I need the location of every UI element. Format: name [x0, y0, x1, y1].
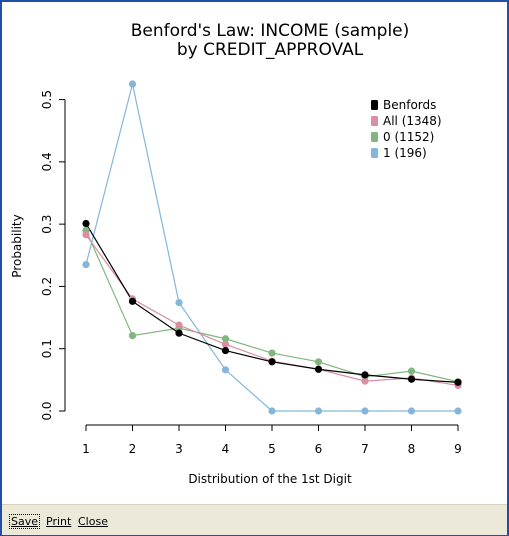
- series-0-point-8: [407, 375, 416, 383]
- legend-swatch-0: [371, 100, 378, 110]
- legend-label-0: Benfords: [383, 98, 436, 112]
- series-2-point-5: [268, 349, 276, 357]
- series-3-point-3: [175, 299, 183, 307]
- legend-swatch-1: [371, 116, 378, 126]
- series-0-point-6: [314, 365, 323, 373]
- plot-area: Benford's Law: INCOME (sample) by CREDIT…: [2, 2, 507, 504]
- series-layer: [82, 80, 462, 415]
- x-tick-label-2: 2: [129, 442, 137, 456]
- series-0-point-9: [454, 378, 462, 386]
- series-3-point-1: [82, 261, 90, 269]
- x-tick-label-5: 5: [268, 442, 276, 456]
- series-3-point-9: [454, 407, 462, 415]
- legend-label-1: All (1348): [383, 114, 442, 128]
- save-button[interactable]: Save: [9, 514, 41, 529]
- x-tick-label-9: 9: [454, 442, 462, 456]
- y-tick-label-5: 0.5: [40, 90, 54, 109]
- series-1-point-4: [221, 340, 230, 348]
- x-tick-label-4: 4: [222, 442, 230, 456]
- x-tick-label-1: 1: [82, 442, 90, 456]
- series-3-point-5: [268, 407, 276, 415]
- y-axis-label: Probability: [10, 214, 24, 277]
- series-3-point-8: [407, 407, 416, 415]
- series-3-point-2: [128, 80, 137, 88]
- legend-swatch-3: [371, 148, 378, 158]
- x-tick-label-8: 8: [408, 442, 416, 456]
- series-3-point-7: [361, 407, 369, 415]
- x-tick-label-7: 7: [361, 442, 369, 456]
- series-2-point-2: [128, 332, 137, 340]
- bottom-toolbar: Save Print Close: [2, 504, 507, 535]
- legend-label-2: 0 (1152): [383, 130, 434, 144]
- chart-title-line-2: by CREDIT_APPROVAL: [177, 40, 364, 60]
- x-tick-label-3: 3: [175, 442, 183, 456]
- save-button-label: Save: [11, 515, 39, 528]
- series-2-point-4: [221, 335, 230, 343]
- close-button-label: Close: [78, 515, 108, 528]
- series-2-point-6: [314, 358, 323, 366]
- y-tick-label-3: 0.3: [40, 215, 54, 234]
- y-tick-label-1: 0.1: [40, 339, 54, 358]
- print-button-label: Print: [46, 515, 72, 528]
- series-0-point-4: [221, 346, 230, 355]
- x-tick-label-6: 6: [315, 442, 323, 456]
- legend-swatch-2: [371, 132, 378, 142]
- axes: 1 2 3 4 5 6 7 8 9 0.0 0.1 0.2 0.3 0.4 0.5: [40, 90, 462, 456]
- series-3-point-4: [221, 366, 230, 374]
- benford-chart: Benford's Law: INCOME (sample) by CREDIT…: [10, 21, 462, 486]
- series-1-point-1: [82, 231, 90, 239]
- series-0-point-1: [82, 219, 90, 228]
- print-button[interactable]: Print: [44, 514, 73, 529]
- legend: Benfords All (1348) 0 (1152) 1 (196): [371, 98, 442, 160]
- series-0-point-3: [175, 329, 183, 337]
- chart-title-line-1: Benford's Law: INCOME (sample): [131, 21, 410, 41]
- series-3-point-6: [314, 407, 323, 415]
- series-0-point-7: [361, 371, 369, 379]
- legend-label-3: 1 (196): [383, 146, 427, 160]
- x-axis-label: Distribution of the 1st Digit: [188, 472, 352, 486]
- series-2-point-8: [407, 367, 416, 375]
- y-tick-label-0: 0.0: [40, 401, 54, 420]
- close-button[interactable]: Close: [76, 514, 110, 529]
- series-1-point-7: [361, 377, 369, 385]
- y-tick-label-4: 0.4: [40, 152, 54, 171]
- series-1-point-3: [175, 321, 183, 329]
- series-0-point-5: [268, 358, 276, 366]
- series-0-point-2: [128, 297, 137, 305]
- y-tick-label-2: 0.2: [40, 277, 54, 296]
